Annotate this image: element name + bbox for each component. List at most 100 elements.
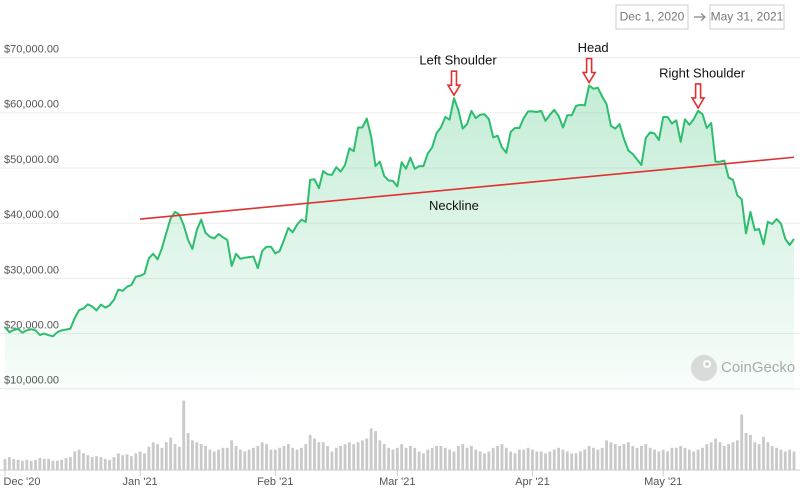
volume-bar (439, 445, 443, 470)
volume-bar (12, 458, 16, 470)
volume-bar (134, 453, 138, 470)
volume-bar (108, 459, 112, 470)
volume-bar (112, 457, 116, 470)
volume-bar (766, 442, 770, 470)
volume-bar (369, 428, 373, 470)
volume-bar (191, 440, 194, 470)
volume-bar (356, 442, 360, 470)
volume-bar (164, 442, 168, 470)
volume-bar (561, 449, 565, 470)
date-to-box[interactable] (709, 4, 785, 30)
area-fill (5, 85, 794, 392)
date-from[interactable]: Dec 1, 2020 (620, 10, 685, 24)
volume-bar (25, 459, 29, 470)
volume-bar (709, 442, 713, 470)
volume-bar (304, 444, 308, 470)
volume-bar (125, 454, 129, 470)
volume-bar (605, 440, 608, 470)
volume-bar (735, 440, 739, 470)
volume-bar (225, 447, 229, 470)
volume-bar (82, 453, 85, 470)
volume-bar (474, 449, 478, 470)
volume-bar (596, 449, 600, 470)
volume-bar (273, 449, 277, 470)
volume-bar (400, 444, 404, 470)
x-tick-label: Mar '21 (379, 476, 415, 488)
volume-bar (626, 442, 630, 470)
volume-bar (779, 449, 783, 470)
volume-bar (147, 446, 151, 470)
volume-bar (531, 449, 534, 470)
volume-bar (177, 446, 181, 470)
volume-bar (47, 458, 50, 470)
x-tick-label: May '21 (644, 476, 682, 488)
x-tick-label: Feb '21 (257, 476, 293, 488)
volume-bar (461, 444, 465, 470)
volume-bar (234, 445, 238, 470)
volume-bar (391, 449, 395, 470)
volume-bar (513, 453, 517, 470)
volume-bar (230, 440, 234, 470)
volume-bar (339, 445, 343, 470)
neckline (140, 156, 795, 220)
volume-bar (496, 445, 499, 470)
volume-bar (208, 449, 212, 470)
annotation-arrow (581, 57, 597, 85)
volume-bar (609, 442, 613, 470)
price-line (4, 84, 795, 338)
volume-bar (426, 449, 430, 470)
volume-bar (792, 451, 796, 470)
volume-bar (326, 445, 329, 470)
volume-bar (443, 447, 447, 470)
volume-bar (548, 451, 552, 470)
volume-bar (452, 451, 456, 470)
volume-bar (160, 447, 164, 470)
date-to[interactable]: May 31, 2021 (711, 10, 784, 24)
annotation-arrow (446, 70, 462, 97)
volume-bar (744, 433, 748, 470)
date-from-box[interactable] (615, 4, 689, 30)
volume-bar (186, 433, 190, 470)
volume-bar (321, 442, 325, 470)
volume-bar (696, 449, 700, 470)
volume-bar (579, 451, 582, 470)
volume-bar (622, 444, 626, 470)
overlay: Neckline Left Shoulder Head Right Shoulder (140, 40, 795, 220)
volume-bar (256, 445, 260, 470)
volume-bar (60, 459, 64, 470)
volume-bar (635, 447, 639, 470)
volume-bar (34, 459, 37, 470)
x-tick-label: Dec '20 (4, 476, 41, 488)
volume-bar (435, 445, 438, 470)
volume-bar (199, 444, 203, 470)
volume-bar (116, 453, 120, 470)
volume-bar (212, 451, 216, 470)
y-tick-label: $50,000.00 (4, 154, 59, 166)
volume-bar (718, 442, 722, 470)
volume-bar (374, 431, 377, 470)
volume-bar (587, 445, 591, 470)
volume-bar (422, 453, 425, 470)
watermark-logo (691, 355, 717, 381)
volume-bar (352, 444, 356, 470)
volume-bar (308, 434, 312, 470)
volume-bar (653, 449, 656, 470)
volume-bar (291, 447, 295, 470)
volume-bar (670, 447, 674, 470)
y-tick-label: $40,000.00 (4, 209, 59, 221)
volume-bar (430, 447, 434, 470)
annotation-arrow (690, 83, 706, 110)
volume-bar (121, 455, 125, 470)
volume-bar (7, 457, 11, 470)
volume-bar (456, 445, 460, 470)
volume-bar (217, 449, 220, 470)
volume-bar (169, 437, 173, 470)
volume-bar (282, 445, 286, 470)
volume-bar (679, 445, 683, 470)
volume-bar (269, 449, 273, 470)
volume-bar (692, 451, 696, 470)
volume-bar (522, 449, 526, 470)
y-tick-label: $70,000.00 (4, 44, 59, 56)
volume-bar (683, 447, 687, 470)
